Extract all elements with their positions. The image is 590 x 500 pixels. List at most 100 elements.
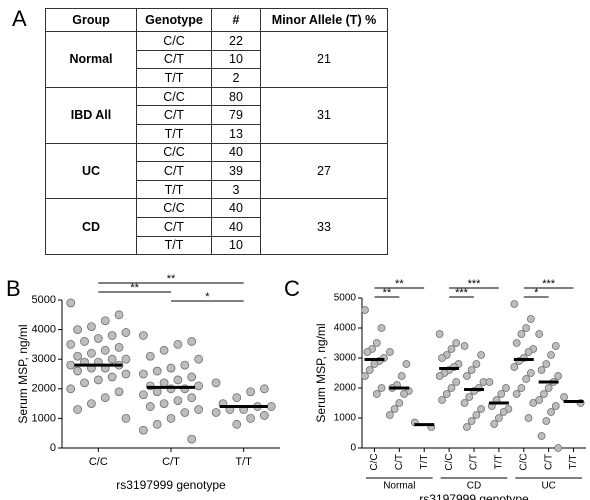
table-row: Normal C/C 22 21 [45,31,388,88]
data-point [121,328,131,337]
significance-label: ** [130,282,139,294]
data-point [497,390,506,398]
data-point [442,390,451,398]
y-tick-label: 5000 [334,293,357,304]
y-tick-label: 2000 [32,383,56,395]
data-point [510,363,519,371]
data-point [512,390,521,398]
data-point [73,351,83,361]
y-tick-label: 2000 [334,383,357,394]
header-row: Group Genotype # Minor Allele (T) % [45,8,388,32]
data-point [502,384,510,392]
significance-label: ** [167,273,176,285]
data-point [542,360,551,368]
data-point [551,402,560,410]
data-point [467,366,476,374]
data-point [187,393,197,403]
x-tick-label: T/T [568,455,579,470]
x-tick-label: T/T [494,455,505,470]
group-label: Normal [383,481,415,492]
data-point [537,366,546,374]
data-point [537,432,546,440]
y-tick-label: 3000 [334,353,357,364]
data-point [73,366,83,376]
data-point [194,405,204,414]
table-row: T/T 10 [46,235,388,256]
group-label: UC [541,481,555,492]
x-axis-label: rs3197999 genotype [116,478,226,492]
data-point [246,387,255,397]
y-axis-label: Serum MSP, ng/ml [16,324,30,423]
data-point [490,420,499,428]
data-point [66,298,76,308]
count-cell: 22 [211,31,261,51]
data-point [100,393,110,403]
data-point [465,393,474,401]
y-tick-label: 1000 [334,413,357,424]
y-tick-label: 0 [50,442,56,454]
data-point [361,306,369,314]
data-point [463,372,471,380]
data-point [121,413,131,423]
x-tick-label: C/T [469,454,480,470]
data-point [435,372,444,380]
data-point [370,360,379,368]
table-row: C/T 79 [46,105,388,125]
data-point [152,366,162,376]
data-point [485,378,494,386]
count-cell: 10 [211,49,261,70]
data-point [107,354,117,364]
data-point [377,324,386,332]
data-point [402,360,411,368]
x-tick-label: T/T [235,456,252,468]
y-tick-label: 1000 [32,412,56,424]
data-point [114,387,124,397]
data-point [121,369,131,379]
data-point [510,300,519,308]
data-point [138,390,148,400]
header-cell: Group [45,8,137,32]
data-point [438,354,446,362]
data-point [472,411,481,419]
data-point [535,330,544,338]
data-point [266,402,276,411]
data-point [173,339,183,349]
data-point [180,408,190,417]
significance-label: *** [455,287,469,299]
data-point [246,413,255,423]
data-point [114,342,124,352]
data-point [365,366,374,374]
data-point [477,351,485,359]
data-point [400,390,408,398]
significance-label: * [205,291,210,303]
data-point [152,387,162,397]
significance-label: ** [383,287,392,299]
data-point [138,425,148,435]
data-point [494,414,503,422]
genotype-cell: C/C [136,86,212,107]
allele-cell: 33 [260,198,388,256]
data-point [187,337,197,346]
data-point [390,405,399,413]
data-point [385,411,394,419]
significance-label: * [534,287,539,299]
data-point [93,334,103,343]
data-point [66,360,76,370]
data-point [180,360,190,370]
data-point [87,322,96,332]
table-row: C/T 40 [46,216,388,237]
data-point [66,384,76,394]
table-row: C/T 10 [46,49,388,70]
data-point [372,390,381,398]
data-point [173,396,183,406]
data-point [452,378,461,386]
x-axis-label: rs3197999 genotype [419,492,529,500]
data-point [159,345,169,355]
data-point [159,378,169,388]
data-point [522,375,531,383]
x-tick-label: C/T [543,454,554,470]
data-point [187,434,197,444]
data-point [107,372,117,382]
data-point [80,337,89,346]
